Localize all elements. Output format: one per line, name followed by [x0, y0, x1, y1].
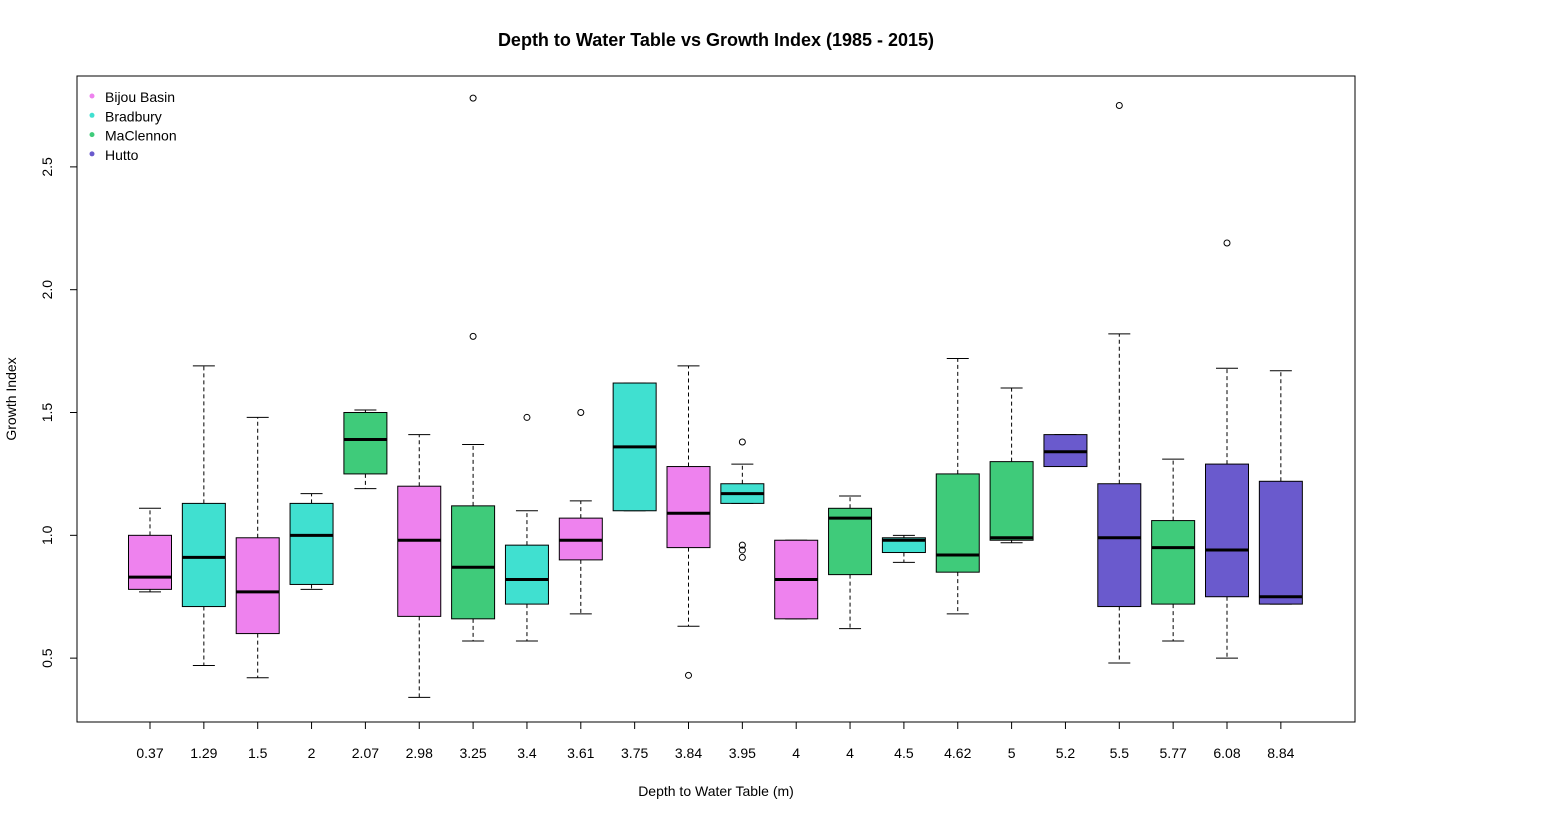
- legend-label: Bradbury: [105, 108, 162, 124]
- box-group: [881, 534, 926, 563]
- x-tick-label: 3.25: [459, 745, 486, 761]
- box-group: [451, 94, 496, 642]
- box-group: [1205, 239, 1249, 659]
- y-tick-label: 1.0: [39, 525, 55, 545]
- y-tick-label: 0.5: [39, 648, 55, 668]
- x-tick-label: 6.08: [1213, 745, 1240, 761]
- chart-title: Depth to Water Table vs Growth Index (19…: [498, 30, 934, 50]
- box: [451, 505, 496, 620]
- legend-label: Bijou Basin: [105, 89, 175, 105]
- outlier-point: [738, 553, 746, 561]
- x-tick-label: 3.95: [729, 745, 756, 761]
- box-group: [989, 387, 1034, 544]
- box-group: [343, 409, 388, 490]
- box: [343, 412, 388, 475]
- box-group: [128, 507, 172, 593]
- box: [935, 473, 980, 573]
- y-tick-label: 2.5: [39, 157, 55, 177]
- outlier-point: [1115, 101, 1123, 109]
- x-tick-label: 4: [846, 745, 854, 761]
- box-group: [181, 365, 226, 667]
- legend-label: Hutto: [105, 147, 139, 163]
- box: [181, 502, 226, 608]
- x-tick-label: 3.75: [621, 745, 648, 761]
- box: [128, 534, 172, 590]
- y-axis: 0.5 1.0 1.5 2.0 2.5: [39, 157, 78, 668]
- box-group: [397, 434, 442, 698]
- box-group: [558, 409, 603, 615]
- y-tick-label: 2.0: [39, 280, 55, 300]
- x-tick-label: 3.4: [517, 745, 537, 761]
- box: [504, 544, 549, 605]
- legend-marker: [89, 112, 95, 118]
- x-tick-label: 4.5: [894, 745, 914, 761]
- box-group: [828, 495, 873, 630]
- x-tick-label: 8.84: [1267, 745, 1294, 761]
- outlier-point: [738, 438, 746, 446]
- x-tick-label: 1.29: [190, 745, 217, 761]
- y-tick-label: 1.5: [39, 403, 55, 423]
- outlier-point: [738, 541, 746, 549]
- x-axis: 0.37 1.29 1.5 2 2.07 2.98 3.25 3.4 3.61 3.75 3.84 3…: [136, 721, 1295, 761]
- x-tick-label: 0.37: [136, 745, 163, 761]
- x-tick-label: 3.84: [675, 745, 702, 761]
- x-tick-label: 5.5: [1110, 745, 1130, 761]
- x-tick-label: 4: [792, 745, 800, 761]
- box-group: [1097, 101, 1142, 664]
- box-group: [1151, 458, 1196, 642]
- outlier-point: [738, 546, 746, 554]
- box-group: [935, 357, 980, 615]
- outlier-point: [469, 332, 477, 340]
- box: [1097, 483, 1142, 608]
- box: [1151, 520, 1196, 605]
- box: [397, 485, 442, 617]
- legend-marker: [89, 93, 95, 99]
- outlier-point: [1223, 239, 1231, 247]
- box: [289, 502, 334, 585]
- x-tick-label: 2.98: [406, 745, 433, 761]
- outlier-point: [523, 413, 531, 421]
- box: [235, 537, 280, 635]
- x-tick-label: 2.07: [352, 745, 379, 761]
- box-group: [1043, 434, 1088, 468]
- x-axis-label: Depth to Water Table (m): [638, 783, 794, 799]
- x-tick-label: 5: [1008, 745, 1016, 761]
- legend-label: MaClennon: [105, 128, 177, 144]
- outlier-point: [577, 409, 585, 417]
- box-group: [774, 539, 819, 620]
- x-tick-label: 5.77: [1160, 745, 1187, 761]
- box-group: [612, 382, 657, 512]
- x-tick-label: 5.2: [1056, 745, 1076, 761]
- box-group: [720, 438, 765, 561]
- box-group: [1258, 370, 1303, 605]
- boxes: [128, 94, 1303, 698]
- outlier-point: [469, 94, 477, 102]
- x-tick-label: 3.61: [567, 745, 594, 761]
- x-tick-label: 2: [308, 745, 316, 761]
- box: [1205, 463, 1249, 598]
- legend-marker: [89, 132, 95, 138]
- y-axis-label: Growth Index: [3, 357, 19, 440]
- x-tick-label: 1.5: [248, 745, 268, 761]
- box: [1258, 480, 1303, 605]
- box: [989, 461, 1034, 541]
- legend: Bijou Basin Bradbury MaClennon Hutto: [89, 89, 177, 163]
- box-group: [666, 365, 711, 679]
- box-group: [504, 413, 549, 642]
- box-group: [289, 493, 334, 590]
- legend-marker: [89, 151, 95, 157]
- outlier-point: [685, 671, 692, 679]
- box-group: [235, 416, 280, 679]
- x-tick-label: 4.62: [944, 745, 971, 761]
- box: [666, 466, 711, 549]
